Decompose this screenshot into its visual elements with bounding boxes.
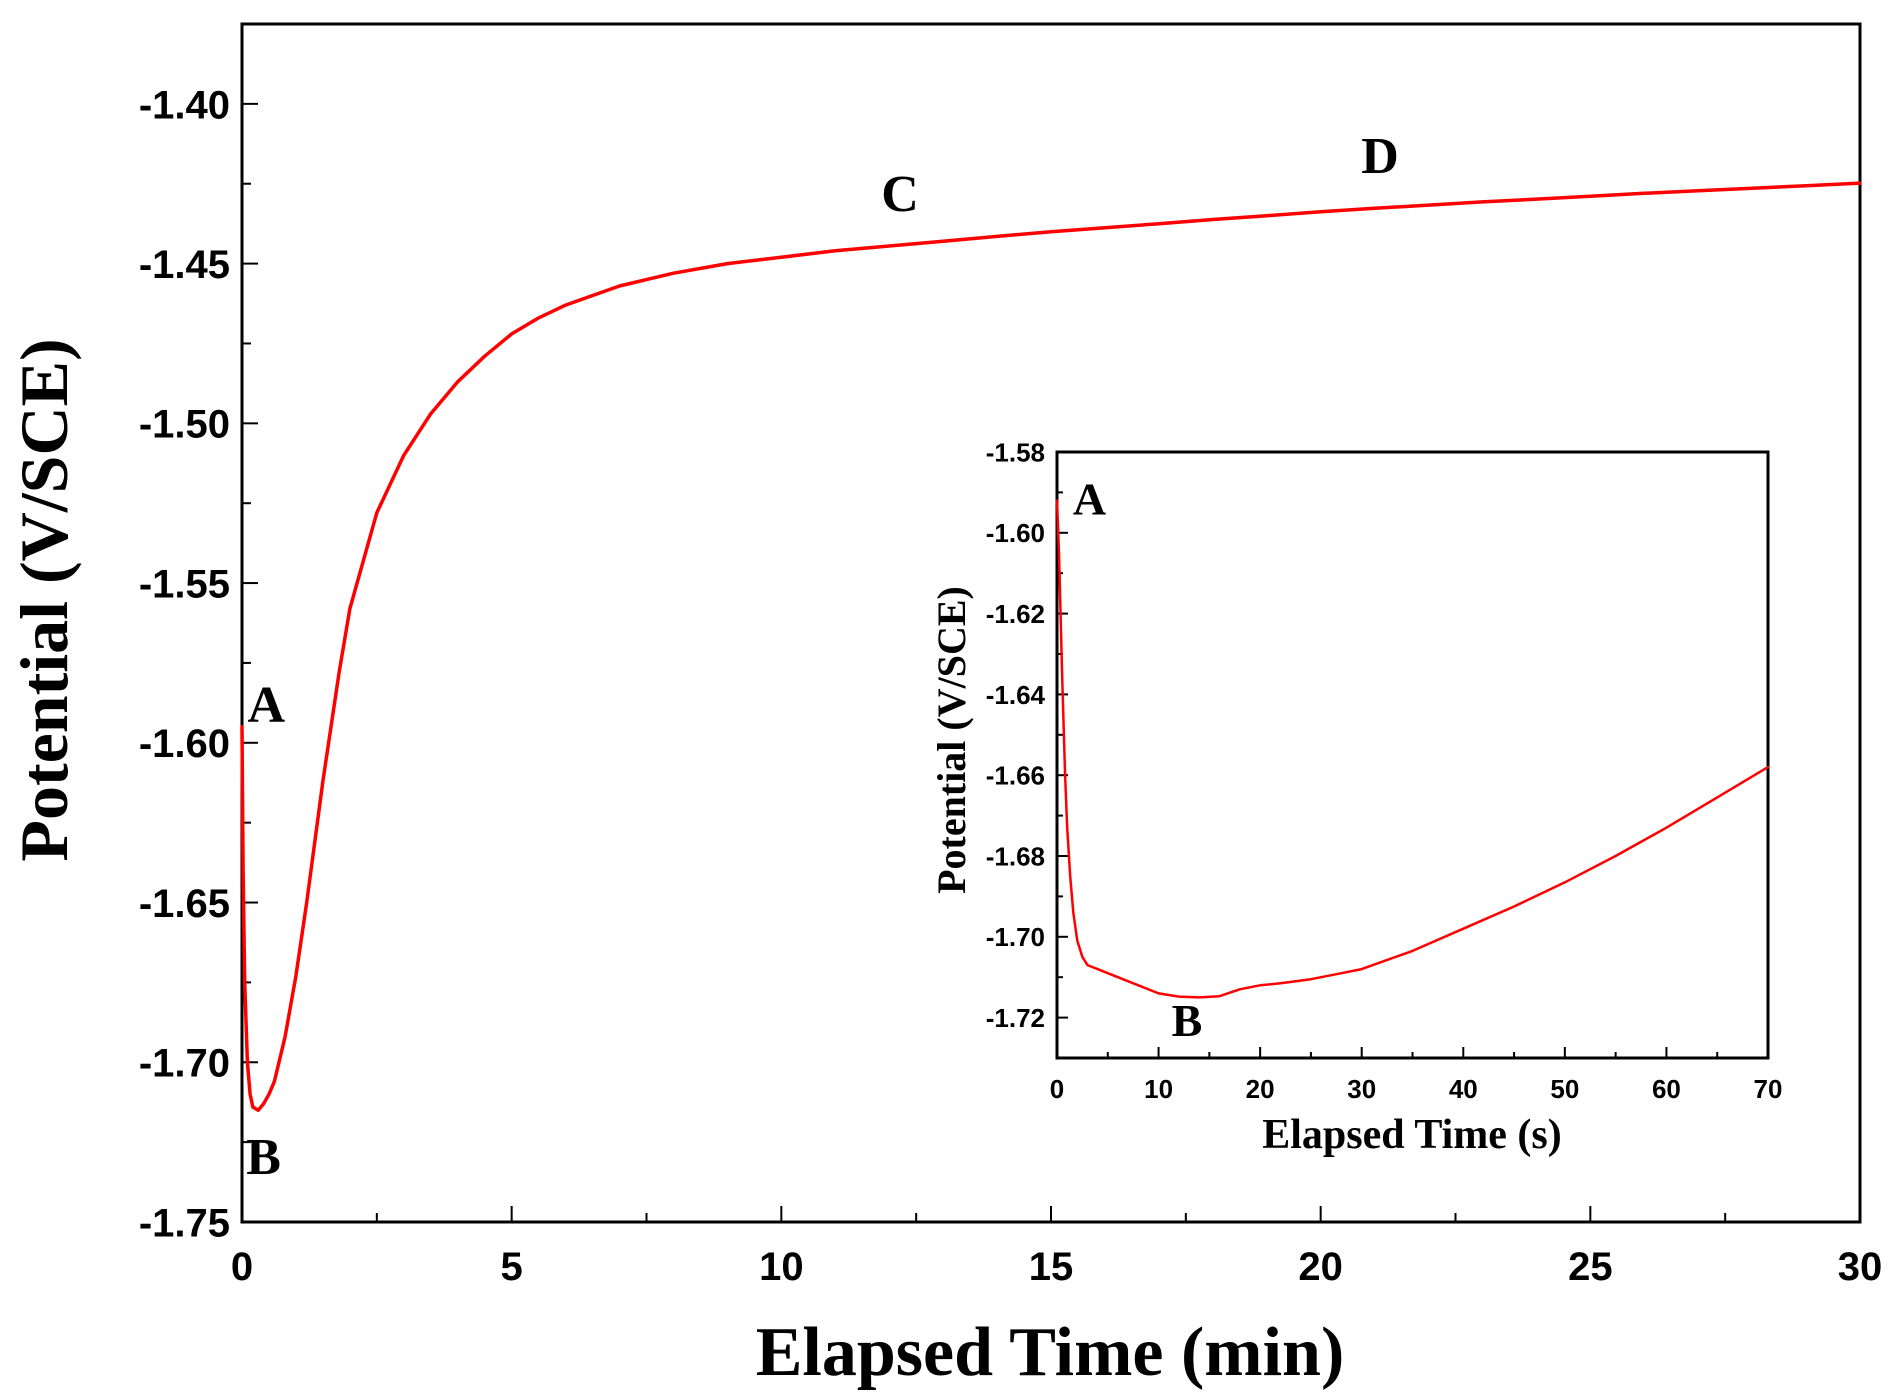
inset-annotation-b: B: [1172, 995, 1203, 1046]
main-y-tick-label: -1.60: [139, 722, 230, 766]
inset-x-tick-label: 40: [1449, 1074, 1478, 1104]
main-x-tick-label: 0: [231, 1245, 253, 1289]
main-x-tick-label: 30: [1838, 1245, 1883, 1289]
inset-x-tick-label: 30: [1347, 1074, 1376, 1104]
main-y-axis-label: Potential (V/SCE): [6, 338, 82, 861]
main-x-tick-label: 25: [1568, 1245, 1613, 1289]
main-plot: Potential (V/SCE) Elapsed Time (min) 0 5 1…: [6, 22, 1883, 1391]
inset-x-tick-label: 50: [1550, 1074, 1579, 1104]
inset-y-tick-label: -1.66: [986, 761, 1045, 791]
main-x-axis-label: Elapsed Time (min): [756, 1314, 1345, 1391]
inset-y-tick-label: -1.68: [986, 841, 1045, 871]
main-y-tick-label: -1.55: [139, 562, 230, 606]
main-annotation-c: C: [881, 166, 919, 223]
inset-y-tick-label: -1.60: [986, 518, 1045, 548]
main-y-tick-label: -1.65: [139, 882, 230, 926]
inset-x-tick-label: 10: [1144, 1074, 1173, 1104]
inset-y-tick-label: -1.64: [986, 680, 1046, 710]
inset-x-tick-label: 0: [1050, 1074, 1064, 1104]
main-x-tick-label: 15: [1029, 1245, 1074, 1289]
main-annotation-d: D: [1361, 128, 1399, 185]
main-annotation-a: A: [247, 677, 285, 734]
inset-y-tick-label: -1.72: [986, 1003, 1045, 1033]
main-annotation-b: B: [246, 1129, 281, 1186]
inset-data-line: [1055, 499, 1770, 999]
main-x-tick-label: 10: [759, 1245, 804, 1289]
main-data-line: [240, 181, 1862, 1112]
inset-x-tick-label: 70: [1754, 1074, 1783, 1104]
inset-y-tick-label: -1.70: [986, 922, 1045, 952]
inset-plot: Potential (V/SCE) Elapsed Time (s) 0 10 20…: [929, 437, 1782, 1158]
inset-y-tick-label: -1.62: [986, 599, 1045, 629]
inset-y-axis-label: Potential (V/SCE): [929, 586, 974, 894]
inset-y-tick-label: -1.58: [986, 437, 1045, 467]
main-y-tick-label: -1.75: [139, 1201, 230, 1245]
main-y-tick-label: -1.40: [139, 83, 230, 127]
inset-x-tick-label: 20: [1246, 1074, 1275, 1104]
main-y-tick-label: -1.45: [139, 243, 230, 287]
main-y-tick-label: -1.70: [139, 1042, 230, 1086]
main-y-tick-label: -1.50: [139, 403, 230, 447]
inset-annotation-a: A: [1073, 474, 1106, 525]
inset-x-axis-label: Elapsed Time (s): [1262, 1112, 1562, 1158]
main-x-tick-label: 20: [1298, 1245, 1343, 1289]
inset-x-tick-label: 60: [1652, 1074, 1681, 1104]
main-x-tick-label: 5: [501, 1245, 523, 1289]
